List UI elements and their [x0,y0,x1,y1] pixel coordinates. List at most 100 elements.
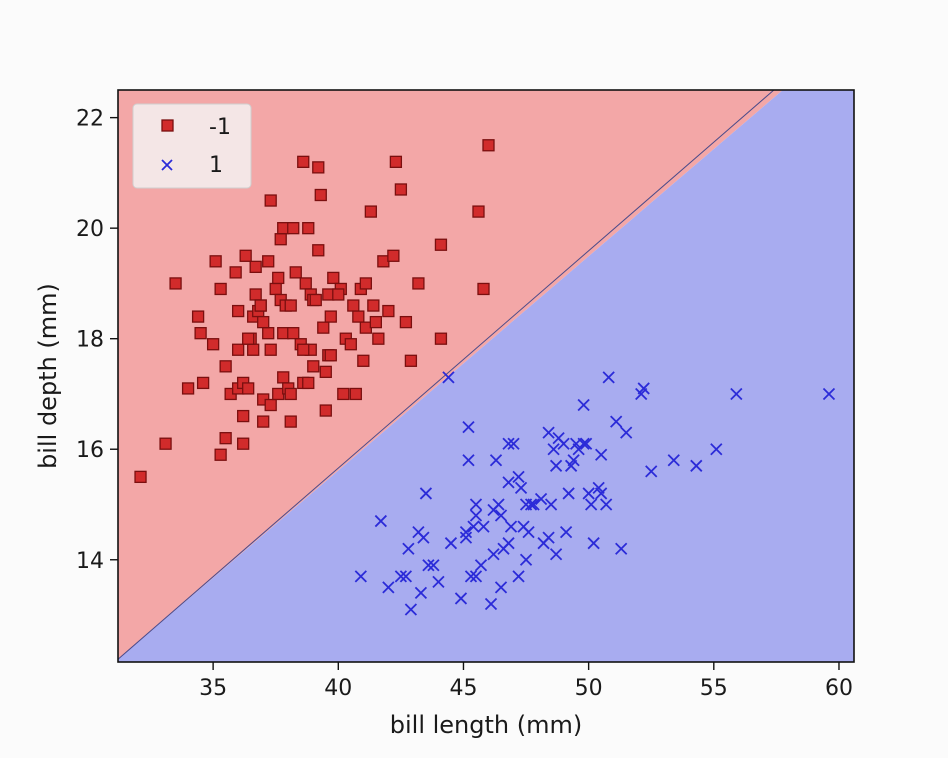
x-tick-label: 40 [324,676,352,701]
data-point-class-one [469,570,483,583]
data-point-class-one [587,537,600,550]
data-point-class-minus-one [314,188,327,202]
data-point-class-one [374,514,387,528]
data-point-class-one [610,415,623,428]
y-tick-label: 18 [76,328,104,353]
data-point-class-one [577,398,590,412]
data-point-class-minus-one [284,415,297,428]
data-point-class-one [522,525,535,539]
data-point-class-minus-one [367,299,380,312]
data-point-class-minus-one [277,327,290,340]
data-point-class-minus-one [317,321,330,334]
data-point-class-one [382,581,395,594]
data-point-class-one [502,537,515,550]
data-point-class-minus-one [322,288,335,301]
data-point-class-one [419,487,433,500]
data-point-class-minus-one [194,327,207,340]
data-point-class-one [464,570,478,583]
data-point-class-one [595,448,608,461]
legend-x-marker [161,159,173,171]
data-point-class-minus-one [254,299,267,312]
data-point-class-one [600,498,613,511]
data-point-class-one [469,498,483,511]
data-point-class-minus-one [274,233,287,246]
data-point-class-one [484,597,498,611]
data-point-class-one [579,437,593,450]
data-point-class-minus-one [209,255,222,268]
data-point-class-minus-one [312,244,325,257]
data-point-class-minus-one [297,155,310,168]
data-point-class-minus-one [264,194,277,207]
data-point-class-one [514,481,528,495]
data-point-class-minus-one [394,183,408,196]
data-point-class-minus-one [287,222,300,235]
data-point-class-minus-one [389,155,403,168]
data-point-class-minus-one [237,409,250,423]
data-point-class-one [444,537,458,550]
data-point-class-minus-one [347,299,360,312]
data-point-class-minus-one [399,315,413,329]
data-point-class-one [502,437,515,450]
data-point-class-one [487,548,500,561]
plot-frame [117,89,855,663]
data-point-class-one [549,459,563,472]
data-point-class-minus-one [272,271,285,285]
x-tick-label: 60 [825,676,853,701]
data-point-class-one [442,371,455,384]
data-point-class-one [602,371,615,384]
data-point-class-minus-one [277,222,290,235]
data-point-class-one [454,592,468,605]
data-point-class-minus-one [357,354,370,367]
data-point-class-minus-one [169,277,182,290]
data-point-class-one [492,498,505,511]
data-point-class-minus-one [191,310,205,323]
data-point-class-one [512,570,525,583]
data-point-class-minus-one [272,387,285,401]
data-point-class-minus-one [364,205,377,218]
data-point-class-one [469,509,483,522]
data-point-class-one [467,520,480,533]
data-point-class-minus-one [257,415,270,428]
data-point-class-one [615,542,628,555]
data-point-class-minus-one [387,249,400,262]
legend-square-marker [161,119,174,132]
data-point-class-one [394,570,408,583]
x-tick-label: 35 [199,676,227,701]
data-point-class-minus-one [319,404,332,417]
data-point-class-minus-one [359,277,372,290]
data-point-class-one [494,581,508,594]
data-point-class-minus-one [349,387,362,401]
data-point-class-minus-one [297,343,310,356]
decision-boundary-line [118,90,775,660]
data-point-class-one [422,559,435,572]
data-point-class-one [489,454,503,467]
data-point-class-minus-one [242,332,255,345]
data-point-class-one [667,454,680,467]
data-point-class-minus-one [327,271,340,285]
data-point-class-minus-one [307,360,320,373]
data-point-class-one [562,487,575,500]
x-tick-label: 55 [700,676,728,701]
data-point-class-minus-one [262,327,275,340]
data-point-class-minus-one [382,304,395,318]
data-point-class-minus-one [247,343,260,356]
legend-label-one: 1 [209,153,223,178]
x-tick-label: 45 [449,676,477,701]
data-point-class-one [477,520,490,533]
data-point-class-one [690,459,703,472]
data-point-class-one [512,470,525,483]
data-point-class-minus-one [289,266,302,279]
data-point-class-minus-one [237,437,250,450]
data-point-class-minus-one [219,360,232,373]
data-point-class-one [459,531,473,544]
data-point-class-minus-one [377,255,390,268]
data-point-class-one [507,437,520,450]
y-axis-label: bill depth (mm) [34,283,62,469]
data-point-class-minus-one [239,249,252,262]
data-point-class-minus-one [344,338,357,351]
data-point-class-minus-one [257,315,270,329]
x-axis-ticks: 35 40 45 50 55 60 [199,662,853,701]
data-point-class-minus-one [434,238,448,251]
data-point-class-one [399,570,413,583]
plot-area [118,90,854,662]
